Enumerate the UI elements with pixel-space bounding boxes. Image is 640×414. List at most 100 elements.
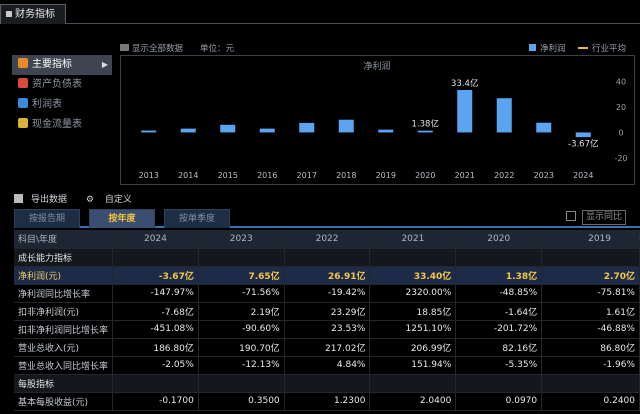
row-label: 每股指标 <box>14 374 114 393</box>
cell-value: -19.42% <box>284 284 371 303</box>
cell-value: 2.0400 <box>369 392 457 411</box>
y-tick-label: 0 <box>618 128 623 137</box>
cell-value: -48.85% <box>455 284 543 303</box>
cell-value: 0.3500 <box>198 392 285 411</box>
cell-value <box>198 374 285 393</box>
bar-2017 <box>299 122 315 133</box>
period-tabs: 按报告期 按年度 按单季度 显示同比 <box>14 209 640 228</box>
window-title: 财务指标 <box>15 9 55 20</box>
bar-2016 <box>259 128 275 133</box>
sidebar-item-3[interactable]: 现金流量表 <box>12 115 112 135</box>
cell-value: -90.60% <box>198 320 285 339</box>
table-row[interactable]: 净利润(元) -3.67亿 7.65亿 26.91亿 33.40亿 1.38亿 2.70亿 <box>14 266 640 285</box>
cell-value <box>112 374 199 393</box>
show-all-toggle[interactable]: 显示全部数据 <box>120 42 183 54</box>
cell-value: -2.05% <box>112 356 199 375</box>
monitor-icon <box>120 44 129 51</box>
legend-industry-avg: 行业平均 <box>578 42 626 54</box>
bar-2015 <box>220 124 236 133</box>
chart-title: 净利润 <box>363 60 390 72</box>
row-label: 营业总收入(元) <box>14 338 114 357</box>
x-tick-label: 2016 <box>257 171 277 180</box>
cell-value: 4.84% <box>284 356 371 375</box>
bar-2014 <box>180 128 196 133</box>
cell-value: 2.70亿 <box>541 266 640 285</box>
x-tick-label: 2014 <box>178 171 198 180</box>
tab-by-year[interactable]: 按年度 <box>89 209 155 228</box>
year-header[interactable]: 2021 <box>369 230 457 249</box>
title-bar: 财务指标 <box>0 0 640 24</box>
customize-button[interactable]: ⚙ 自定义 <box>85 195 132 205</box>
cell-value: 7.65亿 <box>198 266 285 285</box>
cell-value: 23.29亿 <box>284 302 371 321</box>
cell-value: 23.53% <box>284 320 371 339</box>
cell-value: -0.1700 <box>112 392 199 411</box>
cell-value: 2.19亿 <box>198 302 285 321</box>
cell-value: 1.2300 <box>284 392 371 411</box>
table-row[interactable]: 扣非净利润(元) -7.68亿 2.19亿 23.29亿 18.85亿 -1.64亿 1.6… <box>14 302 640 321</box>
x-tick-label: 2020 <box>415 171 435 180</box>
cell-value <box>198 248 285 267</box>
row-label: 营业总收入同比增长率 <box>14 356 114 375</box>
row-label: 扣非净利润同比增长率 <box>14 320 114 339</box>
section-row[interactable]: 成长能力指标 <box>14 248 640 267</box>
row-label: 净利润(元) <box>14 266 114 285</box>
cell-value: 190.70亿 <box>198 338 285 357</box>
chart-svg: 净利润 40 20 0 -20 2013 2014 2015 2016 2017 2018 2019 2… <box>139 60 628 180</box>
table-row[interactable]: 基本每股收益(元) -0.1700 0.3500 1.2300 2.0400 0.0970… <box>14 392 640 411</box>
sidebar-item-0[interactable]: 主要指标 ▶ <box>12 55 112 75</box>
legend-line <box>578 47 588 49</box>
year-header[interactable]: 2020 <box>455 230 543 249</box>
bar-2018 <box>338 119 354 133</box>
cell-value: 82.16亿 <box>455 338 543 357</box>
cell-value: -7.68亿 <box>112 302 199 321</box>
data-label: 33.4亿 <box>451 78 478 89</box>
cell-value: -147.97% <box>112 284 199 303</box>
cell-value: 18.85亿 <box>369 302 457 321</box>
cell-value <box>284 248 371 267</box>
cell-value: 33.40亿 <box>369 266 457 285</box>
year-header[interactable]: 2024 <box>112 230 199 249</box>
cell-value: 186.80亿 <box>112 338 199 357</box>
data-label: 1.38亿 <box>412 119 439 130</box>
cell-value: -46.88% <box>541 320 640 339</box>
more-columns-button[interactable]: » <box>639 232 640 243</box>
bar-2013 <box>141 130 157 133</box>
cell-value: -12.13% <box>198 356 285 375</box>
cell-value <box>112 248 199 267</box>
bar-2024 <box>575 132 591 138</box>
bar-2022 <box>496 98 512 133</box>
cell-value: 0.2400 <box>541 392 640 411</box>
cell-value: -75.81% <box>541 284 640 303</box>
cell-value <box>284 374 371 393</box>
cell-value: 1251.10% <box>369 320 457 339</box>
tab-by-quarter[interactable]: 按单季度 <box>164 209 230 228</box>
year-header[interactable]: 2022 <box>284 230 371 249</box>
unit-label: 单位：元 <box>200 44 235 54</box>
sidebar-item-1[interactable]: 资产负债表 <box>12 75 112 95</box>
bar-2021 <box>457 90 473 133</box>
table-row[interactable]: 营业总收入(元) 186.80亿 190.70亿 217.02亿 206.99亿 82.1… <box>14 338 640 357</box>
y-tick-label: 20 <box>616 103 626 112</box>
year-header[interactable]: 2023 <box>198 230 285 249</box>
tab-by-report[interactable]: 按报告期 <box>14 209 80 228</box>
sidebar-item-label: 现金流量表 <box>32 119 82 130</box>
sidebar-item-label: 主要指标 <box>32 59 72 70</box>
y-tick-label: 40 <box>616 78 626 87</box>
coins-icon <box>18 118 28 128</box>
year-header[interactable]: 2019» <box>541 230 640 249</box>
section-row[interactable]: 每股指标 <box>14 374 640 393</box>
row-label: 基本每股收益(元) <box>14 392 114 411</box>
row-label: 成长能力指标 <box>14 248 114 267</box>
sidebar-item-2[interactable]: 利润表 <box>12 95 112 115</box>
yoy-checkbox[interactable] <box>565 211 576 221</box>
cell-value <box>541 248 640 267</box>
table-row[interactable]: 营业总收入同比增长率 -2.05% -12.13% 4.84% 151.94% -5.35… <box>14 356 640 375</box>
window-title-tab[interactable]: 财务指标 <box>0 4 66 24</box>
yoy-control: 显示同比 <box>565 210 626 225</box>
table-row[interactable]: 净利润同比增长率 -147.97% -71.56% -19.42% 2320.00% -4… <box>14 284 640 303</box>
table-row[interactable]: 扣非净利润同比增长率 -451.08% -90.60% 23.53% 1251.10% -… <box>14 320 640 339</box>
export-button[interactable]: 导出数据 <box>14 194 75 205</box>
cell-value: 1.61亿 <box>541 302 640 321</box>
yoy-button[interactable]: 显示同比 <box>581 210 626 225</box>
